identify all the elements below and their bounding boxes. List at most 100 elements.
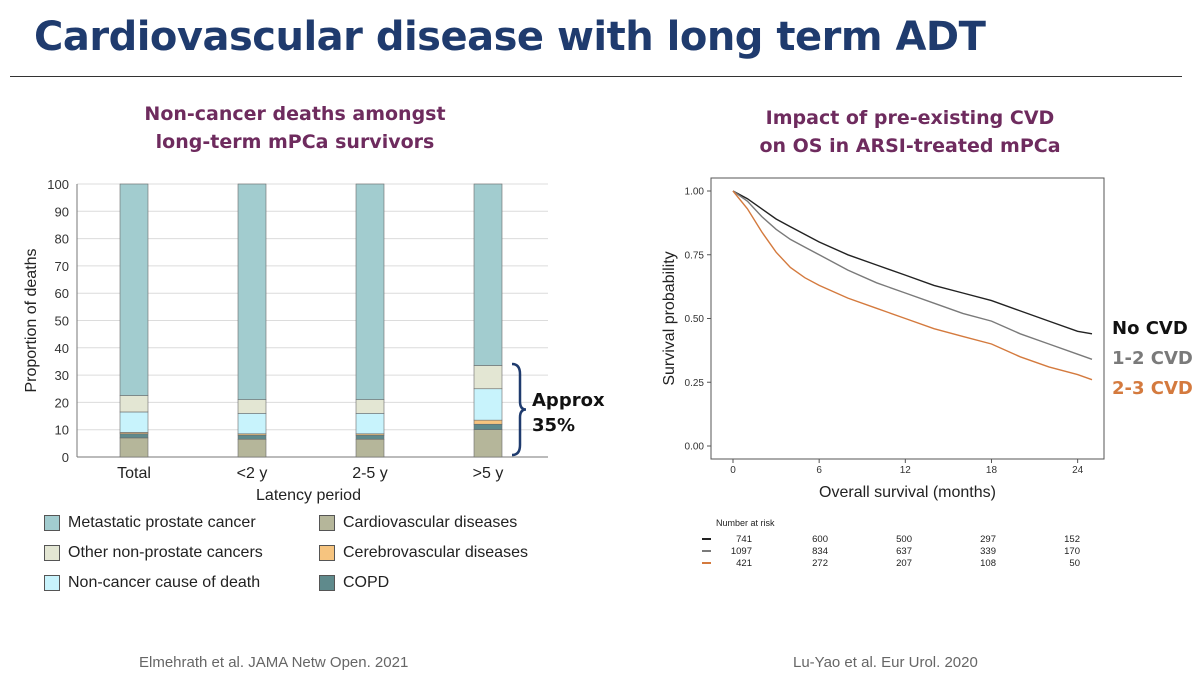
bar-segment: [355, 434, 385, 440]
bar-x-tick-label: 2-5 y: [352, 465, 388, 482]
bar-y-tick-label: 0: [62, 450, 69, 465]
bar-segment: [237, 438, 267, 458]
survival-x-tick-label: 0: [730, 465, 736, 476]
bar-segment: [355, 183, 385, 400]
risk-table-row-swatch: [702, 538, 711, 540]
risk-table-cell: 50: [1069, 558, 1080, 569]
bar-segment: [237, 413, 267, 435]
legend-swatch: [44, 575, 60, 591]
legend-label: COPD: [343, 574, 390, 591]
bar-segment: [355, 399, 385, 414]
legend-swatch: [44, 545, 60, 561]
risk-table-cell: 152: [1064, 534, 1080, 545]
bar-x-tick-label: Total: [117, 465, 151, 482]
left-chart-title-line-2: long-term mPCa survivors: [155, 131, 435, 153]
legend-item: Non-cancer cause of death: [44, 572, 260, 594]
survival-series-label: 1-2 CVD: [1112, 348, 1193, 369]
bar-y-tick-label: 30: [55, 368, 69, 383]
survival-y-tick-label: 0.25: [685, 378, 705, 389]
right-citation: Lu-Yao et al. Eur Urol. 2020: [793, 654, 978, 671]
legend-item: Metastatic prostate cancer: [44, 512, 256, 534]
survival-y-tick-label: 0.75: [685, 250, 705, 261]
risk-table-cell: 170: [1064, 546, 1080, 557]
bar-y-tick-label: 90: [55, 204, 69, 219]
right-chart-title: Impact of pre-existing CVD on OS in ARSI…: [700, 104, 1120, 160]
survival-x-tick-label: 18: [986, 465, 998, 476]
risk-table-cell: 637: [896, 546, 912, 557]
risk-table-cell: 272: [812, 558, 828, 569]
survival-series-label: 2-3 CVD: [1112, 378, 1193, 399]
bar-segment: [473, 365, 503, 390]
legend-item: Cardiovascular diseases: [319, 512, 517, 534]
bar-y-tick-label: 100: [47, 177, 69, 192]
bar-y-tick-label: 20: [55, 395, 69, 410]
legend-swatch: [319, 515, 335, 531]
bar-y-tick-label: 60: [55, 286, 69, 301]
risk-table-cell: 339: [980, 546, 996, 557]
survival-series-line: [732, 190, 1093, 360]
legend-label: Non-cancer cause of death: [68, 574, 261, 591]
risk-table-cell: 600: [812, 534, 828, 545]
risk-table-cell: 500: [896, 534, 912, 545]
right-chart-title-line-2: on OS in ARSI-treated mPCa: [759, 135, 1061, 157]
legend-item: Other non-prostate cancers: [44, 542, 263, 564]
bar-y-tick-label: 50: [55, 314, 69, 329]
bar-y-tick-label: 70: [55, 259, 69, 274]
bar-x-tick-label: >5 y: [473, 465, 504, 482]
risk-table-cell: 834: [812, 546, 828, 557]
legend-item: COPD: [319, 572, 389, 594]
legend-label: Cerebrovascular diseases: [343, 544, 528, 561]
legend-label: Cardiovascular diseases: [343, 514, 518, 531]
survival-y-tick-label: 0.00: [685, 442, 705, 453]
risk-table-cell: 207: [896, 558, 912, 569]
bar-segment: [119, 183, 149, 396]
bracket-brace: [511, 362, 527, 457]
bar-segment: [473, 183, 503, 366]
legend-swatch: [319, 545, 335, 561]
slide-title: Cardiovascular disease with long term AD…: [34, 14, 986, 60]
title-divider: [10, 76, 1182, 77]
bar-segment: [355, 438, 385, 458]
bar-segment: [119, 433, 149, 439]
risk-table-title: Number at risk: [716, 518, 775, 528]
survival-x-tick-label: 6: [816, 465, 822, 476]
bar-segment: [237, 434, 267, 440]
bar-segment: [119, 395, 149, 413]
bar-segment: [473, 429, 503, 458]
legend-swatch: [319, 575, 335, 591]
bar-segment: [473, 388, 503, 421]
bracket-annotation-line-1: Approx: [532, 390, 605, 411]
bar-segment: [473, 423, 503, 430]
bar-y-axis-label: Proportion of deaths: [23, 248, 40, 392]
risk-table-row: 1097 834 637 339 170: [700, 546, 1100, 557]
risk-table-row-swatch: [702, 550, 711, 552]
bar-segment: [237, 399, 267, 414]
survival-y-tick-label: 1.00: [685, 187, 705, 198]
risk-table-cell: 108: [980, 558, 996, 569]
legend-item: Cerebrovascular diseases: [319, 542, 528, 564]
survival-series-line: [732, 190, 1093, 381]
bar-y-tick-label: 40: [55, 341, 69, 356]
survival-plot-frame: [710, 177, 1105, 460]
survival-series-line: [732, 190, 1093, 335]
bar-y-tick-label: 10: [55, 423, 69, 438]
bar-segment: [119, 411, 149, 433]
survival-y-axis-label: Survival probability: [661, 251, 678, 385]
bar-segment: [237, 183, 267, 400]
survival-x-axis-label: Overall survival (months): [819, 484, 996, 501]
risk-table-cell: 1097: [730, 546, 752, 557]
bar-segment: [119, 437, 149, 458]
bar-y-tick-label: 80: [55, 232, 69, 247]
left-chart-title: Non-cancer deaths amongst long-term mPCa…: [80, 100, 510, 156]
legend-swatch: [44, 515, 60, 531]
bar-segment: [473, 419, 503, 425]
risk-table-cell: 741: [736, 534, 752, 545]
legend-label: Other non-prostate cancers: [68, 544, 263, 561]
bar-segment: [355, 413, 385, 435]
survival-x-tick-label: 12: [900, 465, 912, 476]
left-citation: Elmehrath et al. JAMA Netw Open. 2021: [139, 654, 409, 671]
risk-table-cell: 421: [736, 558, 752, 569]
survival-y-tick-label: 0.50: [685, 314, 705, 325]
survival-x-tick-label: 24: [1072, 465, 1084, 476]
